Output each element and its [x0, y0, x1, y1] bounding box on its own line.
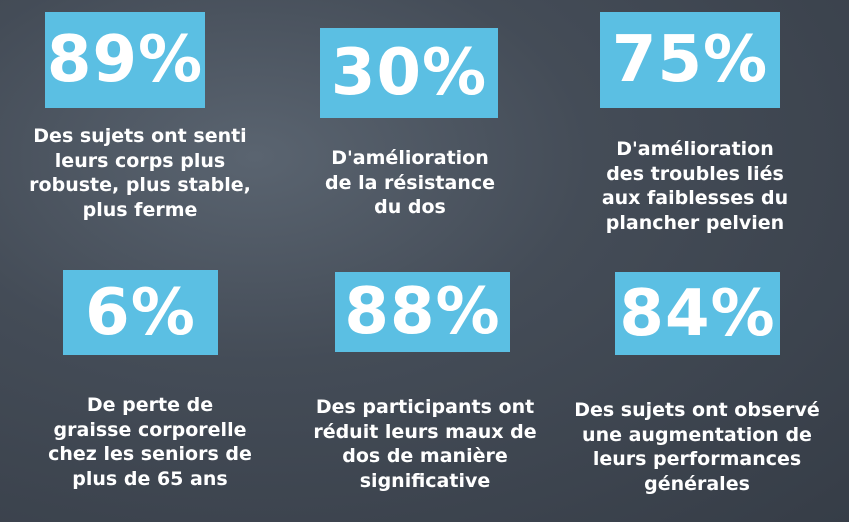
description-line: Des sujets ont senti [33, 125, 247, 147]
stat-description: Des sujets ont senti leurs corps plus robu… [0, 124, 280, 222]
description-line: graisse corporelle [53, 418, 247, 441]
description-line: leurs corps plus [54, 149, 226, 172]
description-line: leurs performances [592, 448, 802, 470]
description-line: plus de 65 ans [72, 467, 228, 490]
description-line: Des participants ont [315, 396, 535, 418]
description-line: dos de manière [342, 445, 508, 467]
stat-value: 84% [615, 272, 780, 355]
stat-description: Des sujets ont observé une augmentation d… [557, 398, 837, 496]
description-line: du dos [374, 196, 446, 218]
description-line: des troubles liés [606, 162, 784, 185]
description-line: une augmentation de [582, 423, 812, 446]
stat-description: D'amélioration des troubles liés aux faibl… [555, 137, 835, 235]
description-line: réduit leurs maux de [313, 420, 537, 443]
description-line: D'amélioration [331, 147, 489, 169]
description-line: aux faiblesses du [601, 187, 789, 209]
description-line: chez les seniors de [48, 443, 252, 465]
description-line: de la résistance [324, 171, 496, 194]
description-line: De perte de [86, 394, 214, 416]
description-line: générales [644, 472, 750, 495]
description-line: D'amélioration [616, 138, 774, 160]
stat-description: De perte de graisse corporelle chez les se… [10, 393, 290, 491]
stat-value: 75% [600, 12, 780, 108]
description-line: robuste, plus stable, [29, 174, 251, 196]
stat-value: 30% [320, 28, 498, 118]
stat-value: 88% [335, 272, 510, 352]
description-line: plancher pelvien [605, 211, 785, 234]
stat-value: 89% [45, 12, 205, 108]
stat-value: 6% [63, 270, 218, 355]
description-line: Des sujets ont observé [574, 399, 820, 421]
description-line: significative [359, 469, 491, 492]
description-line: plus ferme [82, 198, 198, 221]
stat-description: Des participants ont réduit leurs maux de… [285, 395, 565, 493]
stat-description: D'amélioration de la résistance du dos [270, 146, 550, 220]
